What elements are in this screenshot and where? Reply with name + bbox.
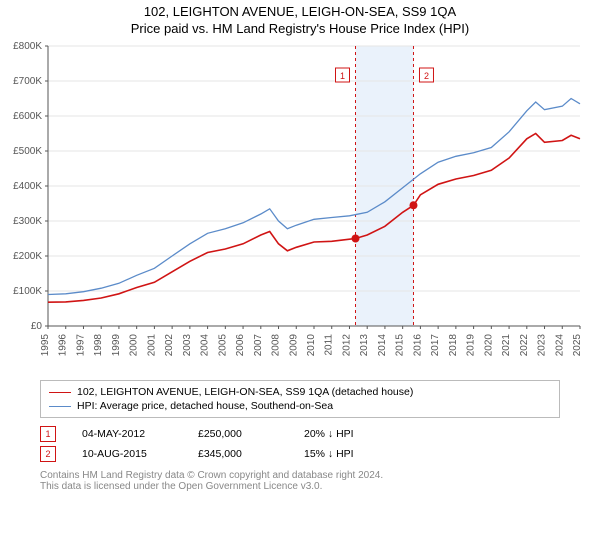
svg-text:2010: 2010 bbox=[306, 334, 317, 357]
svg-text:1995: 1995 bbox=[40, 334, 51, 357]
svg-text:2016: 2016 bbox=[412, 334, 423, 357]
transaction-row: 2 10-AUG-2015 £345,000 15% ↓ HPI bbox=[40, 444, 560, 464]
svg-text:£300K: £300K bbox=[13, 216, 42, 227]
transaction-delta: 15% ↓ HPI bbox=[304, 448, 354, 460]
legend-label-hpi: HPI: Average price, detached house, Sout… bbox=[77, 400, 333, 412]
transaction-table: 1 04-MAY-2012 £250,000 20% ↓ HPI 2 10-AU… bbox=[40, 424, 560, 464]
footer-attribution: Contains HM Land Registry data © Crown c… bbox=[40, 470, 560, 492]
svg-text:2024: 2024 bbox=[554, 334, 565, 357]
svg-text:2014: 2014 bbox=[377, 334, 388, 357]
svg-text:2001: 2001 bbox=[146, 334, 157, 357]
svg-text:2003: 2003 bbox=[182, 334, 193, 357]
transaction-marker-1: 1 bbox=[40, 426, 56, 442]
legend-box: 102, LEIGHTON AVENUE, LEIGH-ON-SEA, SS9 … bbox=[40, 380, 560, 418]
svg-text:2015: 2015 bbox=[395, 334, 406, 357]
svg-text:£600K: £600K bbox=[13, 111, 42, 122]
svg-text:2013: 2013 bbox=[359, 334, 370, 357]
svg-text:£700K: £700K bbox=[13, 76, 42, 87]
svg-text:1997: 1997 bbox=[75, 334, 86, 357]
subtitle: Price paid vs. HM Land Registry's House … bbox=[0, 21, 600, 36]
svg-text:2002: 2002 bbox=[164, 334, 175, 357]
footer-line-1: Contains HM Land Registry data © Crown c… bbox=[40, 470, 560, 481]
transaction-row: 1 04-MAY-2012 £250,000 20% ↓ HPI bbox=[40, 424, 560, 444]
legend-row-price-paid: 102, LEIGHTON AVENUE, LEIGH-ON-SEA, SS9 … bbox=[49, 385, 551, 399]
svg-text:2017: 2017 bbox=[430, 334, 441, 357]
chart-header: 102, LEIGHTON AVENUE, LEIGH-ON-SEA, SS9 … bbox=[0, 0, 600, 36]
svg-text:2019: 2019 bbox=[466, 334, 477, 357]
transaction-marker-2: 2 bbox=[40, 446, 56, 462]
svg-text:£200K: £200K bbox=[13, 251, 42, 262]
legend-label-price-paid: 102, LEIGHTON AVENUE, LEIGH-ON-SEA, SS9 … bbox=[77, 386, 413, 398]
transaction-delta: 20% ↓ HPI bbox=[304, 428, 354, 440]
svg-text:2008: 2008 bbox=[271, 334, 282, 357]
svg-text:2023: 2023 bbox=[537, 334, 548, 357]
price-chart: £0 £100K £200K £300K £400K £500K £600K £700K £80… bbox=[0, 36, 600, 376]
chart-container: £0 £100K £200K £300K £400K £500K £600K £700K £80… bbox=[0, 36, 600, 376]
svg-text:2004: 2004 bbox=[200, 334, 211, 357]
svg-text:2025: 2025 bbox=[572, 334, 583, 357]
svg-text:2022: 2022 bbox=[519, 334, 530, 357]
svg-text:2011: 2011 bbox=[324, 334, 335, 356]
svg-text:£0: £0 bbox=[31, 321, 43, 332]
svg-text:1: 1 bbox=[340, 71, 345, 81]
transaction-price: £250,000 bbox=[198, 428, 278, 440]
svg-text:2006: 2006 bbox=[235, 334, 246, 357]
svg-text:2: 2 bbox=[424, 71, 429, 81]
svg-text:1999: 1999 bbox=[111, 334, 122, 357]
svg-text:1996: 1996 bbox=[58, 334, 69, 357]
transaction-price: £345,000 bbox=[198, 448, 278, 460]
svg-text:2018: 2018 bbox=[448, 334, 459, 357]
footer-line-2: This data is licensed under the Open Gov… bbox=[40, 481, 560, 492]
address-title: 102, LEIGHTON AVENUE, LEIGH-ON-SEA, SS9 … bbox=[0, 4, 600, 19]
transaction-date: 10-AUG-2015 bbox=[82, 448, 172, 460]
svg-text:2012: 2012 bbox=[341, 334, 352, 357]
legend-swatch-hpi bbox=[49, 406, 71, 407]
svg-text:£100K: £100K bbox=[13, 286, 42, 297]
svg-text:£800K: £800K bbox=[13, 41, 42, 52]
legend-swatch-price-paid bbox=[49, 392, 71, 393]
svg-text:2005: 2005 bbox=[217, 334, 228, 357]
svg-text:2007: 2007 bbox=[253, 334, 264, 357]
svg-text:2021: 2021 bbox=[501, 334, 512, 357]
svg-text:£400K: £400K bbox=[13, 181, 42, 192]
svg-text:2020: 2020 bbox=[483, 334, 494, 357]
legend-row-hpi: HPI: Average price, detached house, Sout… bbox=[49, 399, 551, 413]
svg-text:2000: 2000 bbox=[129, 334, 140, 357]
svg-text:£500K: £500K bbox=[13, 146, 42, 157]
svg-text:2009: 2009 bbox=[288, 334, 299, 357]
svg-text:1998: 1998 bbox=[93, 334, 104, 357]
transaction-date: 04-MAY-2012 bbox=[82, 428, 172, 440]
